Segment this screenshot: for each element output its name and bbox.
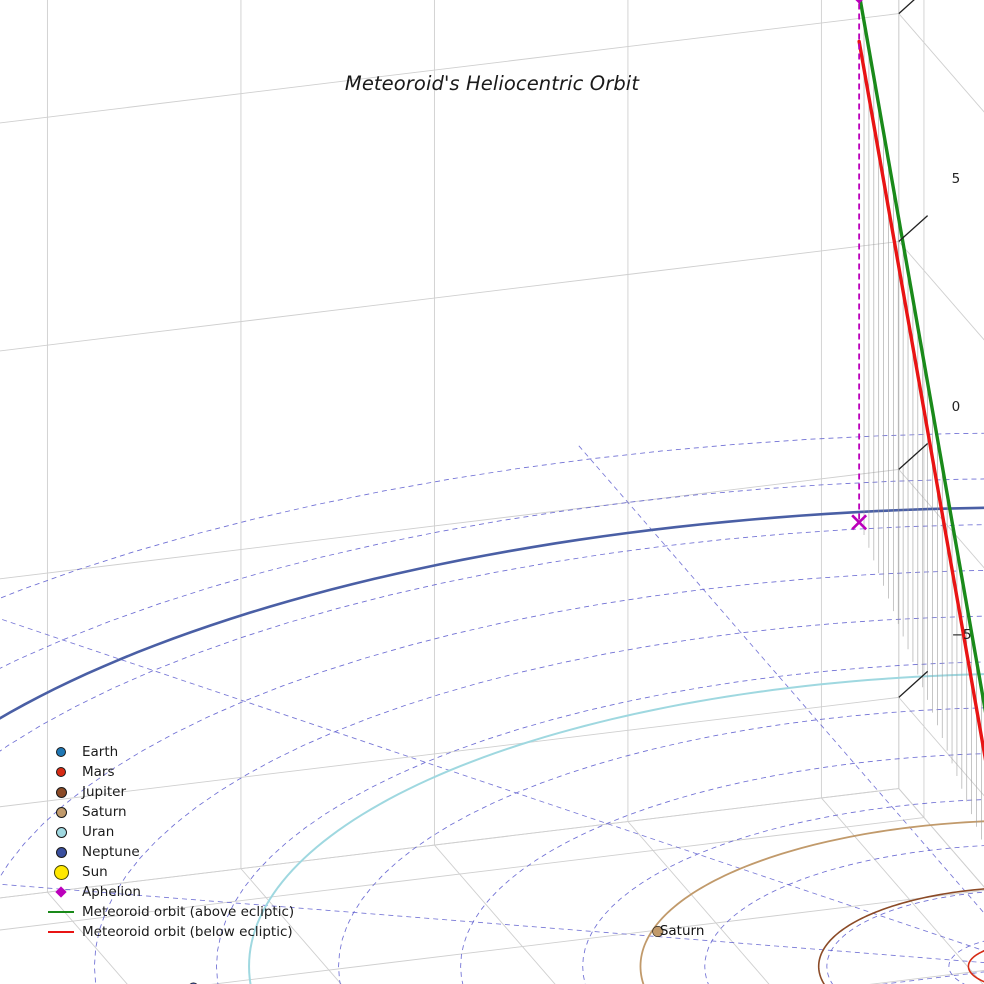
legend-label: Jupiter <box>82 784 127 800</box>
legend-label: Aphelion <box>82 884 141 900</box>
legend-line-swatch-icon <box>44 922 78 942</box>
circle-icon <box>56 767 66 777</box>
legend: Earth Mars Jupiter Saturn Uran Neptune Sun Aphe… <box>44 742 294 942</box>
line-icon <box>48 931 74 933</box>
legend-circle-marker-icon <box>44 762 78 782</box>
legend-circle-marker-icon <box>44 782 78 802</box>
legend-item-mars[interactable]: Mars <box>44 762 294 782</box>
line-icon <box>48 911 74 913</box>
legend-label: Neptune <box>82 844 140 860</box>
aphelion-marker-group <box>851 0 868 531</box>
legend-item-aphelion[interactable]: Aphelion <box>44 882 294 902</box>
z-tick-label: 0 <box>951 399 961 416</box>
legend-item-sun[interactable]: Sun <box>44 862 294 882</box>
legend-circle-marker-icon <box>44 822 78 842</box>
circle-icon <box>53 864 69 880</box>
circle-icon <box>56 747 66 757</box>
legend-item-meteoroid-orbit-above-ecliptic[interactable]: Meteoroid orbit (above ecliptic) <box>44 902 294 922</box>
planet-label-saturn: Saturn <box>659 923 705 940</box>
legend-diamond-marker-icon <box>44 882 78 902</box>
legend-label: Sun <box>82 864 108 880</box>
legend-circle-marker-icon <box>44 802 78 822</box>
legend-item-meteoroid-orbit-below-ecliptic[interactable]: Meteoroid orbit (below ecliptic) <box>44 922 294 942</box>
legend-circle-marker-icon <box>44 862 78 882</box>
z-tick-label: 5 <box>951 171 961 188</box>
legend-item-neptune[interactable]: Neptune <box>44 842 294 862</box>
legend-line-swatch-icon <box>44 902 78 922</box>
legend-label: Meteoroid orbit (above ecliptic) <box>82 904 295 920</box>
legend-label: Mars <box>82 764 115 780</box>
legend-circle-marker-icon <box>44 742 78 762</box>
legend-item-uran[interactable]: Uran <box>44 822 294 842</box>
page-title: Meteoroid's Heliocentric Orbit <box>344 72 640 95</box>
z-tick-label: −5 <box>951 627 972 644</box>
polar-grid <box>0 432 984 984</box>
circle-icon <box>55 826 67 838</box>
planet-body-markers <box>189 925 664 984</box>
circle-icon <box>55 846 67 858</box>
legend-item-earth[interactable]: Earth <box>44 742 294 762</box>
legend-circle-marker-icon <box>44 842 78 862</box>
legend-item-saturn[interactable]: Saturn <box>44 802 294 822</box>
planet-orbit-rings <box>0 506 984 984</box>
meteoroid-orbit-track <box>857 0 984 761</box>
legend-item-jupiter[interactable]: Jupiter <box>44 782 294 802</box>
diamond-icon <box>55 886 67 898</box>
legend-label: Earth <box>82 744 119 760</box>
circle-icon <box>55 786 67 798</box>
legend-label: Saturn <box>82 804 127 820</box>
legend-label: Meteoroid orbit (below ecliptic) <box>82 924 293 940</box>
legend-label: Uran <box>82 824 115 840</box>
circle-icon <box>55 806 67 818</box>
